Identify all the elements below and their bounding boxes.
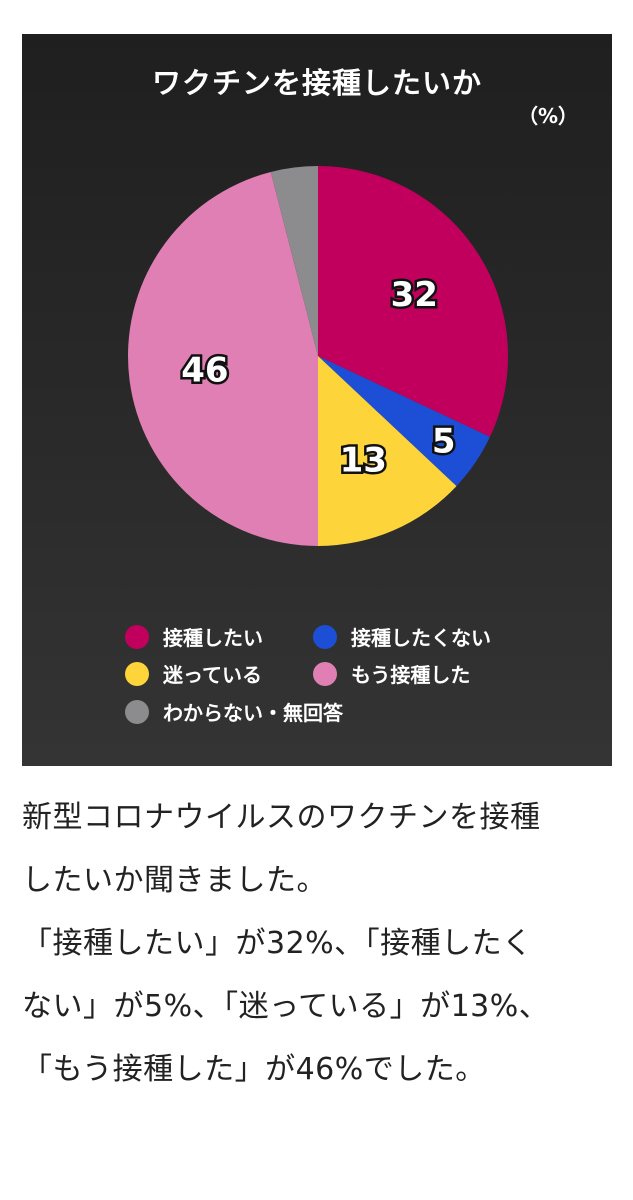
legend-swatch [125, 624, 149, 649]
data-label: 46 [181, 350, 228, 390]
legend-item-want: 接種したい [125, 622, 263, 651]
legend-label: 接種したくない [351, 626, 491, 650]
legend-item-undecided: 迷っている [125, 659, 262, 688]
legend-item-unknown: わからない・無回答 [125, 697, 343, 726]
legend-label: わからない・無回答 [163, 701, 343, 725]
legend-item-already: もう接種した [313, 659, 470, 688]
legend-swatch [313, 661, 337, 686]
legend-swatch [125, 661, 149, 686]
data-label: 13 [340, 441, 387, 481]
pie-slice-not-want [318, 356, 490, 487]
caption-line: 「接種したい」が32%、「接種したく [22, 926, 533, 961]
legend-swatch [313, 624, 337, 649]
caption-line: ない」が5%、「迷っている」が13%、 [22, 989, 550, 1024]
unit-label: （%） [517, 104, 578, 128]
legend-item-not-want: 接種したくない [313, 622, 491, 651]
caption: 新型コロナウイルスのワクチンを接種 したいか聞きました。 「接種したい」が32%… [22, 786, 622, 1101]
chart-title: ワクチンを接種したいか [151, 66, 482, 100]
pie-slice-undecided [318, 356, 457, 546]
legend-swatch [125, 699, 149, 724]
pie-chart: 32 5 13 46 [127, 166, 508, 547]
caption-line: 新型コロナウイルスのワクチンを接種 [22, 800, 541, 835]
pie-slice-unknown [270, 166, 318, 356]
pie-slice-already [127, 171, 319, 547]
pie-slice-want [318, 166, 508, 437]
caption-line: 「もう接種した」が46%でした。 [22, 1052, 486, 1087]
legend-label: 接種したい [163, 626, 263, 650]
caption-line: したいか聞きました。 [22, 863, 327, 898]
chart-panel: ワクチンを接種したいか （%） 32 5 13 46 接種したい 接種したくない 迷っ… [22, 34, 612, 766]
data-label: 5 [432, 421, 456, 461]
data-label: 32 [391, 275, 438, 315]
legend-label: 迷っている [163, 663, 262, 687]
legend-label: もう接種した [351, 663, 471, 687]
